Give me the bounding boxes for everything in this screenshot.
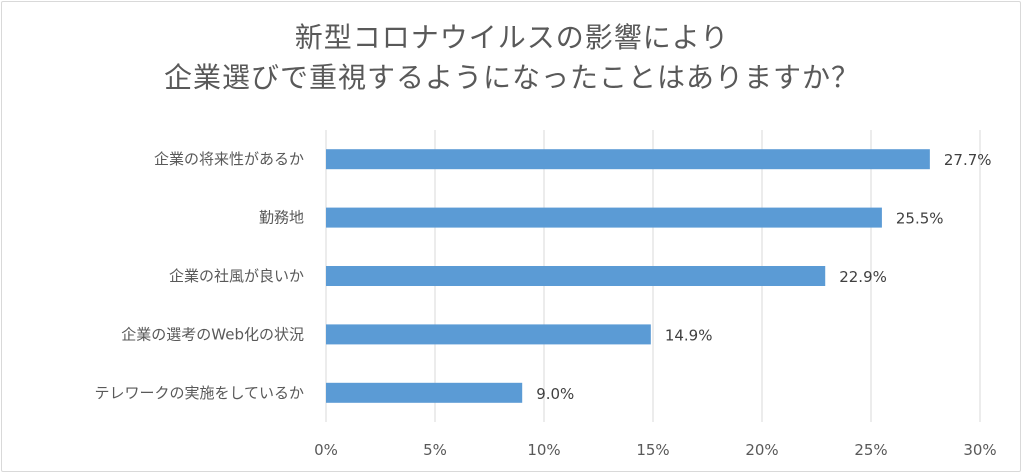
x-tick-label: 10% [527,441,560,459]
x-axis-tick-labels: 0% 5% 10% 15% 20% 25% 30% [314,441,997,459]
chart-title: 新型コロナウイルスの影響により 企業選びで重視するようになったことはありますか？ [0,18,1024,98]
bar [326,382,523,403]
x-tick-label: 15% [636,441,669,459]
category-label: 勤務地 [259,209,304,227]
x-tick-label: 0% [314,441,338,459]
data-labels: 27.7% 25.5% 22.9% 14.9% 9.0% [536,151,991,403]
category-label: 企業の社風が良いか [169,267,304,285]
x-tick-label: 25% [854,441,887,459]
x-tick-label: 30% [963,441,996,459]
data-label: 14.9% [665,326,713,344]
category-labels: 企業の将来性があるか勤務地企業の社風が良いか企業の選考のWeb化の状況テレワーク… [94,150,304,402]
data-label: 25.5% [896,210,944,228]
chart-title-line-2: 企業選びで重視するようになったことはありますか？ [163,61,860,94]
category-label: 企業の将来性があるか [154,150,304,168]
bar [326,324,651,345]
data-label: 22.9% [839,268,887,286]
x-tick-label: 5% [423,441,447,459]
bars [326,149,930,403]
bar [326,266,826,286]
data-label: 27.7% [944,151,992,169]
category-label: テレワークの実施をしているか [94,384,304,402]
category-label: 企業の選考のWeb化の状況 [121,325,304,343]
data-label: 9.0% [536,385,574,403]
bar [326,207,882,228]
bar [326,149,930,170]
x-tick-label: 20% [745,441,778,459]
chart-title-line-1: 新型コロナウイルスの影響により [294,21,730,54]
